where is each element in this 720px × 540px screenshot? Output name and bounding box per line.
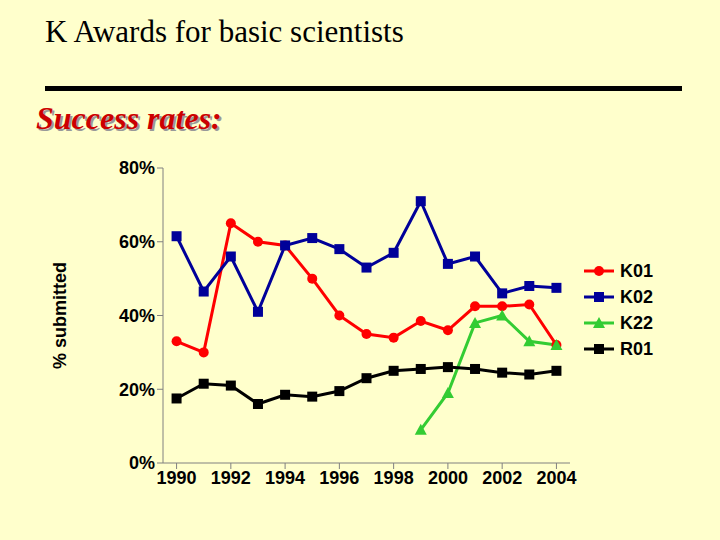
svg-text:% submitted: % submitted bbox=[50, 262, 70, 369]
svg-text:1990: 1990 bbox=[157, 468, 197, 488]
html-text:K02: K02 bbox=[620, 286, 653, 307]
svg-text:1994: 1994 bbox=[265, 468, 305, 488]
svg-text:60%: 60% bbox=[119, 232, 155, 252]
html-text:K22: K22 bbox=[620, 312, 653, 333]
html-text:Success rates:: Success rates: bbox=[36, 100, 222, 136]
html-text:K Awards for basic scientists: K Awards for basic scientists bbox=[45, 14, 404, 49]
html-text:R01: R01 bbox=[620, 338, 653, 359]
svg-text:0%: 0% bbox=[129, 453, 155, 473]
svg-text:2000: 2000 bbox=[428, 468, 468, 488]
svg-text:2002: 2002 bbox=[482, 468, 522, 488]
svg-text:1992: 1992 bbox=[211, 468, 251, 488]
svg-text:2004: 2004 bbox=[536, 468, 576, 488]
svg-text:40%: 40% bbox=[119, 306, 155, 326]
svg-text:80%: 80% bbox=[119, 158, 155, 178]
svg-text:1996: 1996 bbox=[319, 468, 359, 488]
svg-text:20%: 20% bbox=[119, 380, 155, 400]
html-text:K01: K01 bbox=[620, 260, 653, 281]
svg-text:1998: 1998 bbox=[374, 468, 414, 488]
